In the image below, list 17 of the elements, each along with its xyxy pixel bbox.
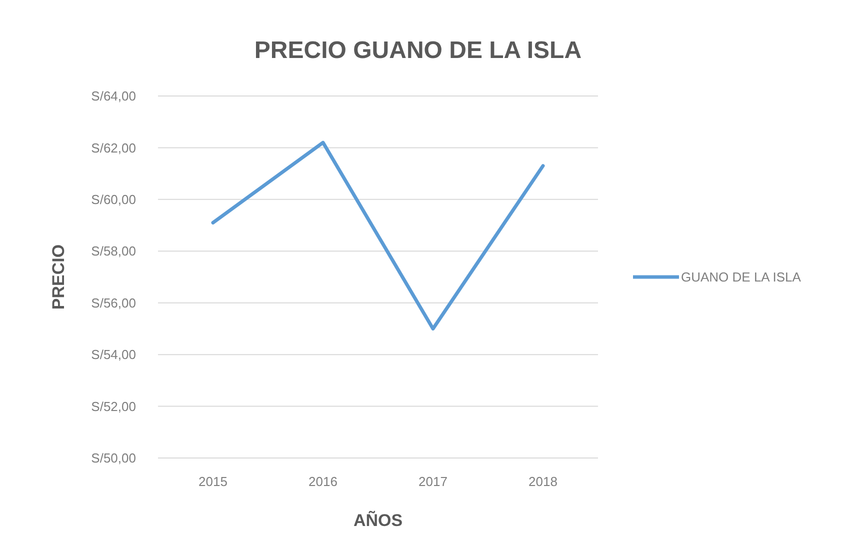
x-tick-label: 2017 [418, 474, 448, 489]
chart-title: PRECIO GUANO DE LA ISLA [254, 37, 582, 64]
x-tick-label: 2018 [528, 474, 558, 489]
line-series [211, 140, 545, 330]
y-tick-label: S/60,00 [91, 192, 136, 207]
y-tick-label: S/62,00 [91, 140, 136, 156]
y-tick-label: S/56,00 [91, 295, 136, 310]
y-tick-label: S/58,00 [91, 244, 136, 259]
legend-label: GUANO DE LA ISLA [681, 270, 802, 285]
y-tick-label: S/50,00 [91, 450, 136, 466]
x-tick-label: 2016 [308, 474, 338, 489]
y-tick-label: S/64,00 [91, 88, 136, 104]
y-axis-title: PRECIO [49, 244, 68, 310]
x-tick-label: 2015 [198, 474, 228, 489]
y-tick-label: S/52,00 [91, 398, 136, 414]
y-tick-label: S/54,00 [91, 347, 136, 362]
x-axis-title: AÑOS [353, 510, 403, 530]
